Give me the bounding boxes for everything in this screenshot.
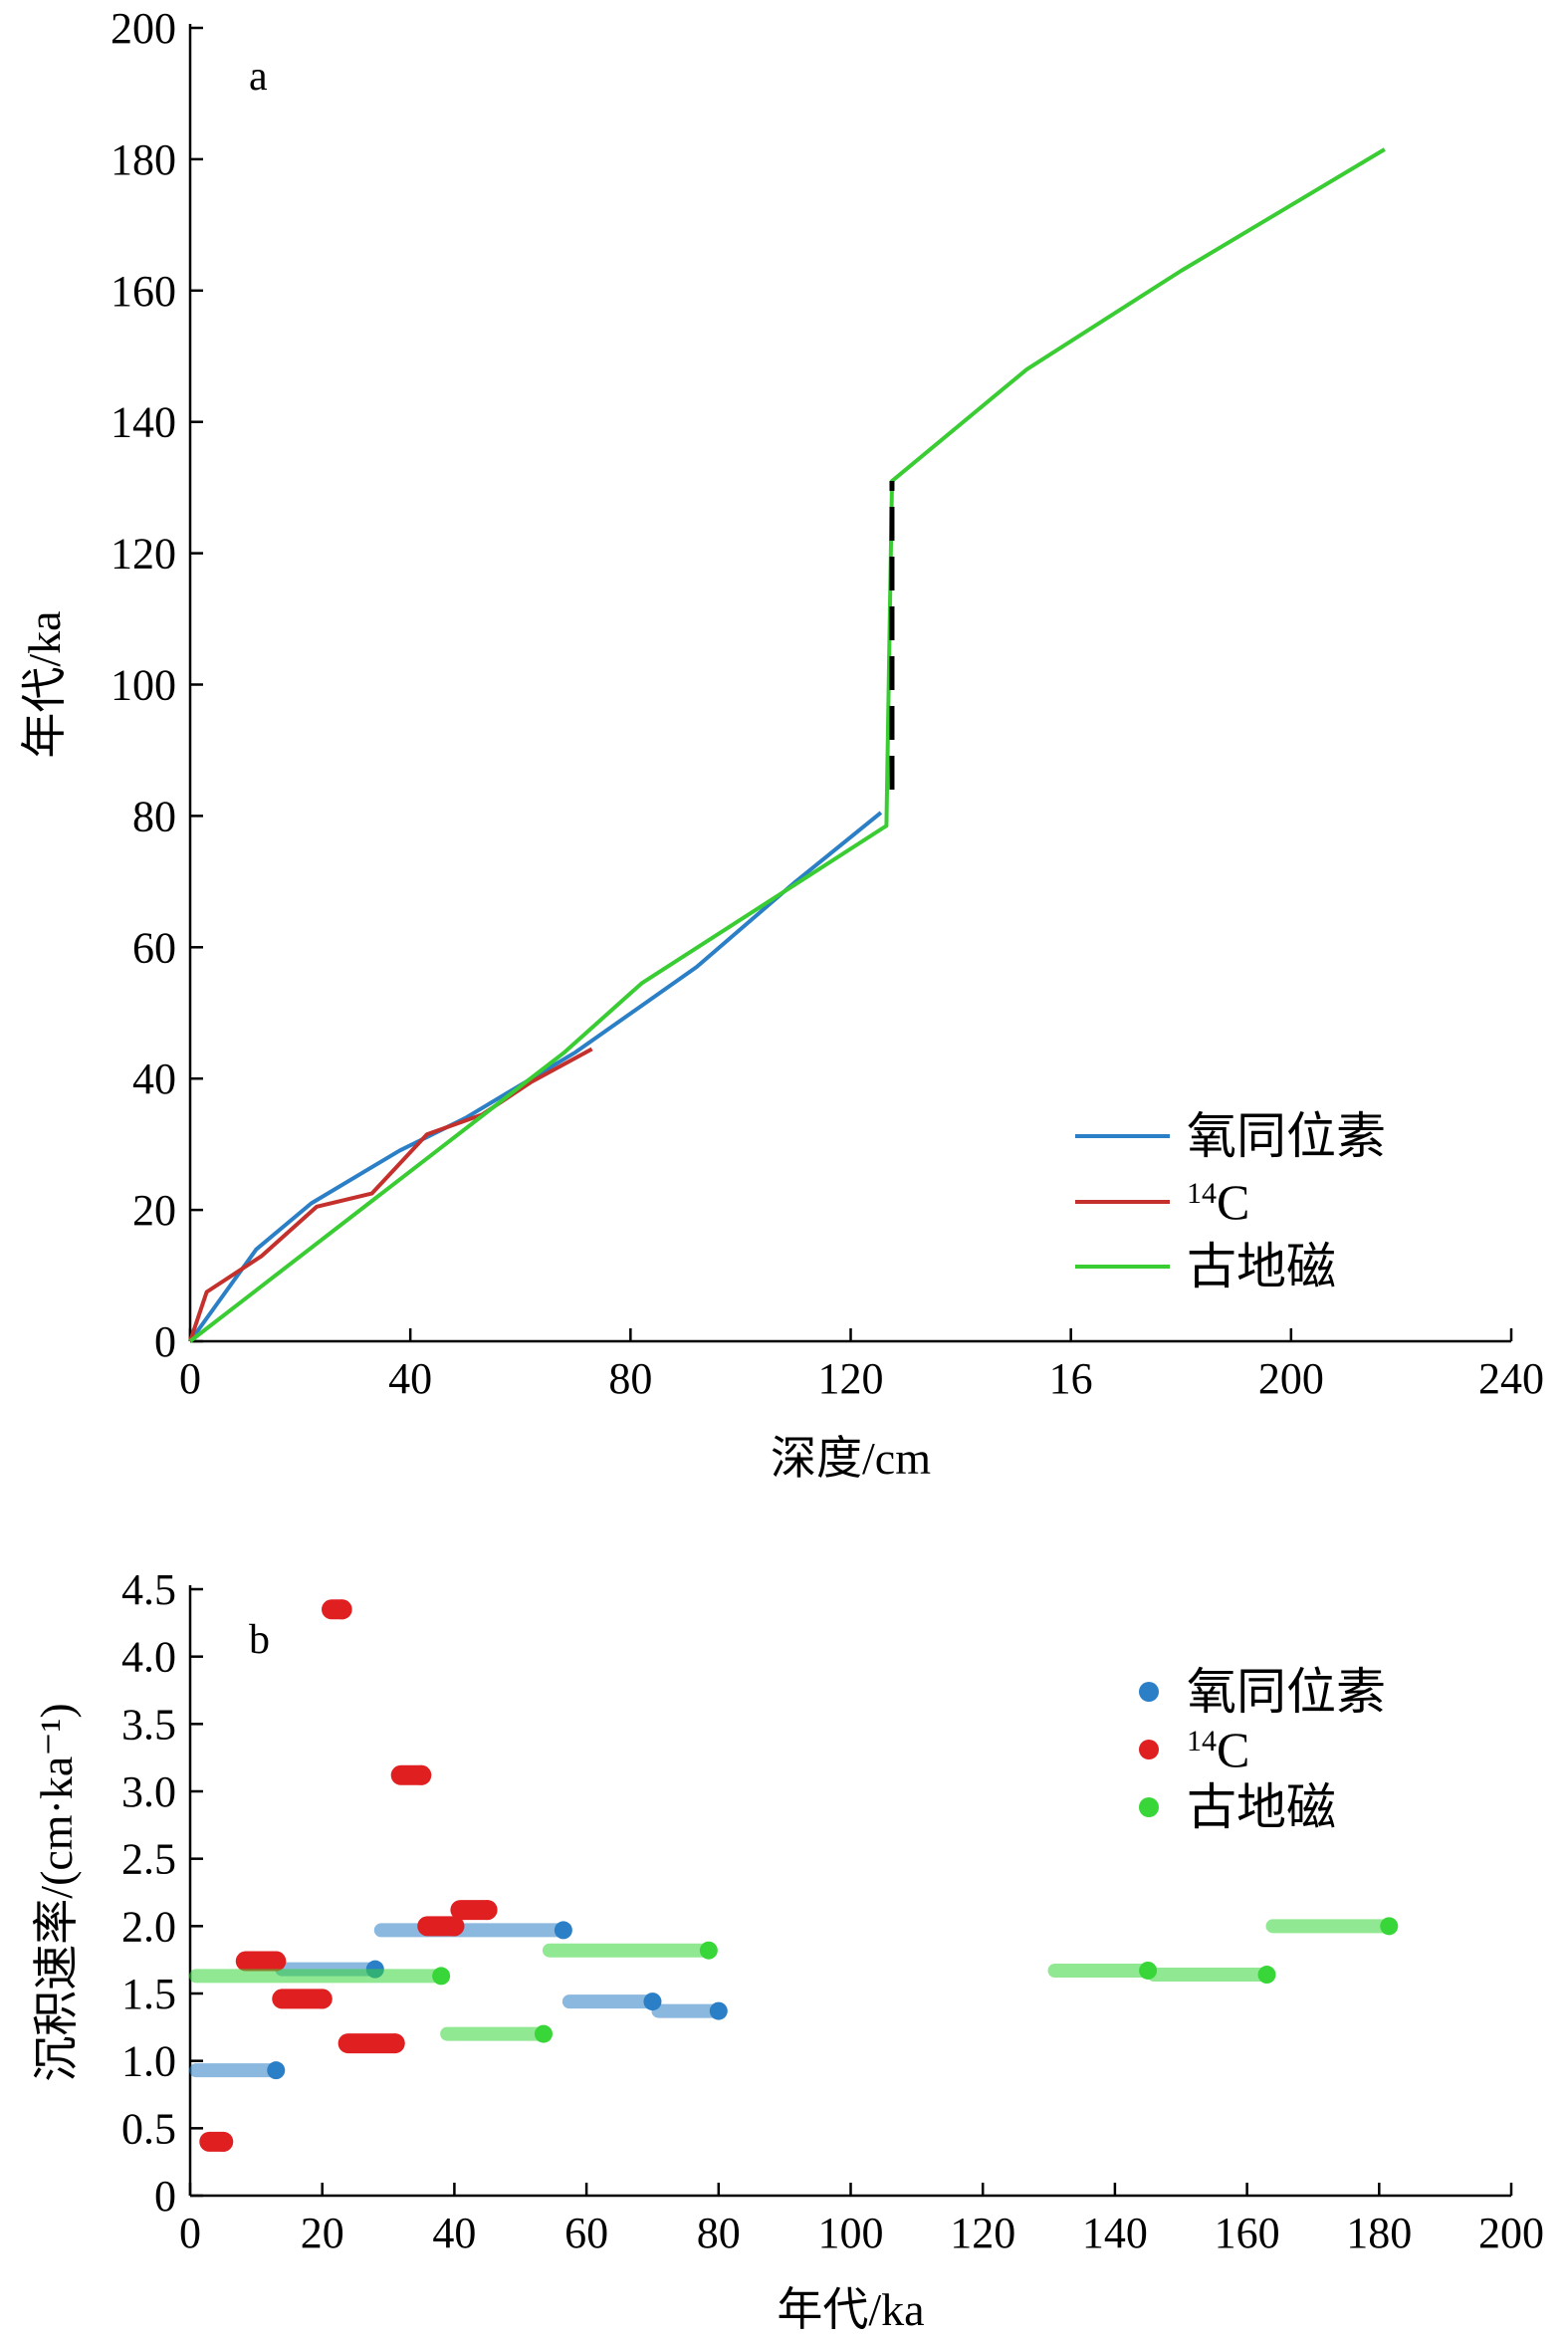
b-y-tick-label: 0.5 <box>121 2104 176 2153</box>
b-x-tick-label: 200 <box>1478 2209 1544 2257</box>
b-x-tick-label: 20 <box>301 2209 344 2257</box>
a-panel-label: a <box>249 54 268 100</box>
b-x-tick-label: 120 <box>950 2209 1015 2257</box>
b-y-tick-label: 3.0 <box>121 1767 176 1816</box>
chart-a: 0 20 40 60 80 100 120 140 160 180 200 0 40 80 120 16 200… <box>19 4 1544 1484</box>
b-x-tick-label: 60 <box>564 2209 608 2257</box>
a-x-tick-label: 240 <box>1478 1354 1544 1403</box>
b-series-2-point-3 <box>312 1989 333 2009</box>
b-legend-label-3: 古地磁 <box>1187 1779 1336 1835</box>
a-y-tick-label: 40 <box>132 1054 176 1103</box>
b-y-tick-label: 3.5 <box>121 1700 176 1749</box>
b-series-3-point-6 <box>1380 1917 1399 1936</box>
a-x-tick-label: 40 <box>388 1354 432 1403</box>
b-y-tick-label: 0 <box>154 2172 176 2221</box>
b-y-tick-label: 4.0 <box>121 1633 176 1682</box>
a-y-tick-label: 120 <box>111 530 176 579</box>
b-x-tick-label: 160 <box>1215 2209 1280 2257</box>
b-legend-label-2: 14C <box>1187 1722 1249 1777</box>
a-legend-label-2: 14C <box>1187 1174 1249 1230</box>
a-y-axis-title: 年代/ka <box>19 610 70 758</box>
b-series-3-point-2 <box>534 2024 553 2043</box>
a-series-line-2 <box>188 1047 593 1342</box>
b-x-tick-label: 100 <box>818 2209 884 2257</box>
a-y-tick-label: 0 <box>154 1317 176 1366</box>
b-series-1-point-3 <box>554 1921 572 1940</box>
a-x-tick-label: 16 <box>1049 1354 1093 1403</box>
b-y-tick-label: 1.0 <box>121 2037 176 2086</box>
b-series-2-point-1 <box>213 2131 234 2152</box>
a-series-line-3 <box>188 147 1386 1343</box>
b-series-2-point-5 <box>384 2033 405 2054</box>
a-legend-label-3: 古地磁 <box>1187 1239 1336 1294</box>
b-x-tick-label: 40 <box>432 2209 476 2257</box>
b-legend-marker-3 <box>1139 1797 1159 1817</box>
chart-b: 0 0.5 1.0 1.5 2.0 2.5 3.0 3.5 4.0 4.5 0 20 40 60 80 100… <box>31 1565 1544 2335</box>
a-y-tick-label: 80 <box>132 792 176 840</box>
a-y-tick-label: 140 <box>111 398 176 447</box>
a-y-tick-label: 160 <box>111 267 176 316</box>
b-series-1-point-1 <box>267 2061 286 2080</box>
b-x-tick-label: 140 <box>1082 2209 1148 2257</box>
b-x-tick-label: 80 <box>697 2209 741 2257</box>
b-x-tick-label: 180 <box>1346 2209 1412 2257</box>
b-series-3-point-3 <box>699 1941 718 1960</box>
a-y-tick-label: 180 <box>111 135 176 184</box>
b-y-tick-label: 1.5 <box>121 1970 176 2018</box>
a-x-tick-label: 200 <box>1258 1354 1324 1403</box>
a-x-tick-label: 0 <box>179 1354 201 1403</box>
a-y-tick-label: 100 <box>111 661 176 710</box>
b-y-axis-title: 沉积速率/(cm·ka⁻¹) <box>31 1703 82 2081</box>
b-legend-marker-1 <box>1139 1682 1159 1702</box>
a-y-tick-label: 20 <box>132 1186 176 1235</box>
b-y-tick-label: 2.0 <box>121 1902 176 1951</box>
a-y-tick-label: 60 <box>132 923 176 972</box>
a-series-line-1 <box>188 811 883 1343</box>
b-series-1-point-5 <box>709 2001 728 2020</box>
b-x-axis-title: 年代/ka <box>777 2284 924 2335</box>
b-series-2-point-6 <box>411 1764 432 1785</box>
a-x-tick-label: 80 <box>608 1354 652 1403</box>
b-series-3-point-1 <box>432 1967 451 1986</box>
a-x-tick-label: 120 <box>818 1354 884 1403</box>
b-series-3-point-5 <box>1257 1966 1276 1985</box>
b-panel-label: b <box>249 1617 270 1663</box>
b-series-2-point-8 <box>477 1900 498 1921</box>
b-y-tick-label: 2.5 <box>121 1835 176 1884</box>
b-series-2-point-4 <box>332 1599 352 1620</box>
a-legend-label-1: 氧同位素 <box>1187 1108 1386 1164</box>
b-legend-marker-2 <box>1139 1740 1159 1759</box>
b-series-2-point-7 <box>444 1916 465 1937</box>
a-y-tick-label: 200 <box>111 4 176 53</box>
b-series-2-point-2 <box>266 1951 287 1972</box>
b-x-tick-label: 0 <box>179 2209 201 2257</box>
b-legend-label-1: 氧同位素 <box>1187 1664 1386 1720</box>
b-y-tick-label: 4.5 <box>121 1565 176 1614</box>
a-x-axis-title: 深度/cm <box>771 1433 931 1484</box>
